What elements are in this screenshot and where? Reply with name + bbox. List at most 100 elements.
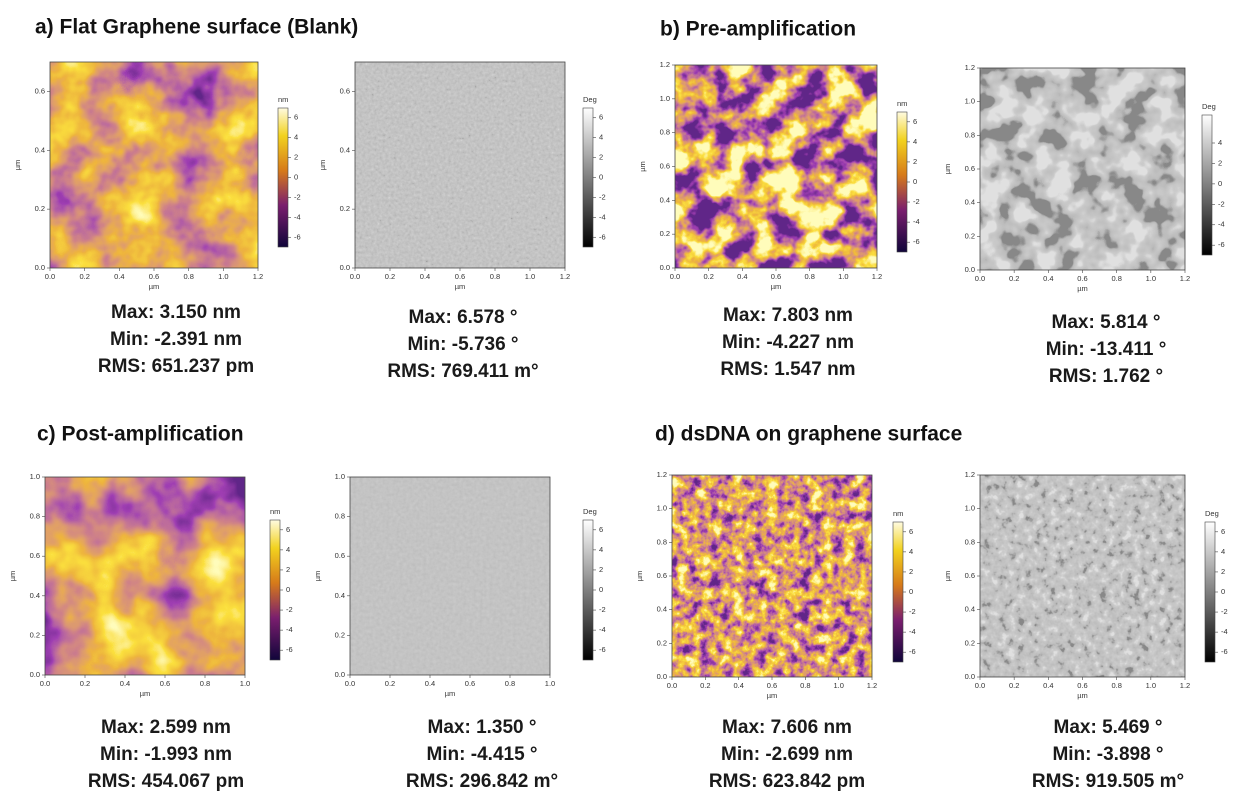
colorbar-tick-label: -4 bbox=[1218, 220, 1225, 229]
x-tick-label: 1.2 bbox=[867, 681, 877, 690]
x-tick-label: 0.6 bbox=[455, 272, 465, 281]
x-axis-unit: µm bbox=[445, 689, 456, 698]
colorbar-tick-label: 2 bbox=[599, 153, 603, 162]
colorbar-tick-label: 4 bbox=[294, 133, 298, 142]
y-tick-label: 0.0 bbox=[30, 670, 40, 679]
y-tick-label: 0.4 bbox=[340, 145, 350, 154]
x-tick-label: 1.2 bbox=[560, 272, 570, 281]
x-tick-label: 0.2 bbox=[79, 272, 89, 281]
afm-map bbox=[672, 475, 872, 677]
y-tick-label: 0.2 bbox=[335, 630, 345, 639]
y-tick-label: 0.2 bbox=[30, 630, 40, 639]
stat-line: RMS: 623.842 pm bbox=[709, 771, 865, 792]
y-tick-label: 0.6 bbox=[30, 551, 40, 560]
x-tick-label: 0.2 bbox=[80, 679, 90, 688]
x-axis-unit: µm bbox=[767, 691, 778, 700]
colorbar-tick-label: -2 bbox=[1221, 607, 1228, 616]
y-tick-label: 1.0 bbox=[30, 472, 40, 481]
y-tick-label: 1.0 bbox=[965, 504, 975, 513]
colorbar-tick-label: 2 bbox=[286, 565, 290, 574]
panel-title: d) dsDNA on graphene surface bbox=[655, 423, 962, 446]
y-tick-label: 0.4 bbox=[965, 198, 975, 207]
stat-line: RMS: 454.067 pm bbox=[88, 771, 244, 792]
colorbar-tick-label: 4 bbox=[599, 545, 603, 554]
y-tick-label: 1.2 bbox=[657, 470, 667, 479]
y-tick-label: 0.6 bbox=[335, 551, 345, 560]
colorbar-tick-label: 4 bbox=[909, 547, 913, 556]
stat-line: Min: -2.699 nm bbox=[721, 744, 853, 765]
x-tick-label: 1.2 bbox=[872, 272, 882, 281]
y-tick-label: 0.6 bbox=[35, 86, 45, 95]
y-tick-label: 0.0 bbox=[335, 670, 345, 679]
colorbar-tick-label: 2 bbox=[599, 565, 603, 574]
y-tick-label: 0.4 bbox=[35, 145, 45, 154]
x-tick-label: 0.8 bbox=[183, 272, 193, 281]
stat-line: Min: -5.736 ° bbox=[407, 334, 518, 355]
y-axis-unit: µm bbox=[943, 571, 952, 582]
y-tick-label: 0.6 bbox=[660, 161, 670, 170]
figure: a) Flat Graphene surface (Blank)0.00.20.… bbox=[0, 0, 1237, 792]
colorbar-tick-label: 2 bbox=[294, 153, 298, 162]
colorbar-tick-label: -4 bbox=[294, 212, 301, 221]
colorbar-tick-label: 6 bbox=[913, 117, 917, 126]
colorbar-tick-label: 6 bbox=[1221, 527, 1225, 536]
x-tick-label: 0.6 bbox=[1077, 274, 1087, 283]
x-tick-label: 0.0 bbox=[40, 679, 50, 688]
y-tick-label: 0.0 bbox=[965, 672, 975, 681]
colorbar-tick-label: 6 bbox=[599, 113, 603, 122]
y-axis-unit: µm bbox=[943, 164, 952, 175]
x-axis-unit: µm bbox=[1077, 691, 1088, 700]
y-tick-label: 0.0 bbox=[35, 263, 45, 272]
x-tick-label: 0.6 bbox=[771, 272, 781, 281]
stat-line: RMS: 1.762 ° bbox=[1049, 366, 1163, 387]
x-tick-label: 0.2 bbox=[700, 681, 710, 690]
colorbar-tick-label: -2 bbox=[909, 607, 916, 616]
panel-title: c) Post-amplification bbox=[37, 423, 244, 446]
colorbar-tick-label: -2 bbox=[913, 197, 920, 206]
x-tick-label: 0.4 bbox=[420, 272, 430, 281]
y-axis-unit: µm bbox=[635, 571, 644, 582]
colorbar-tick-label: -4 bbox=[286, 625, 293, 634]
y-axis-unit: µm bbox=[318, 160, 327, 171]
colorbar-tick-label: 2 bbox=[913, 157, 917, 166]
y-tick-label: 0.8 bbox=[965, 130, 975, 139]
y-axis-unit: µm bbox=[8, 571, 17, 582]
colorbar-tick-label: 0 bbox=[294, 172, 298, 181]
y-tick-label: 1.0 bbox=[335, 472, 345, 481]
colorbar-tick-label: -2 bbox=[294, 192, 301, 201]
x-tick-label: 0.0 bbox=[670, 272, 680, 281]
afm-map bbox=[355, 62, 565, 268]
y-axis-unit: µm bbox=[13, 160, 22, 171]
x-tick-label: 0.4 bbox=[114, 272, 124, 281]
x-axis-unit: µm bbox=[1077, 284, 1088, 293]
y-tick-label: 0.0 bbox=[660, 263, 670, 272]
x-tick-label: 0.2 bbox=[1009, 681, 1019, 690]
x-tick-label: 1.0 bbox=[1146, 274, 1156, 283]
afm-map bbox=[675, 65, 877, 268]
colorbar bbox=[583, 520, 593, 660]
x-tick-label: 0.0 bbox=[45, 272, 55, 281]
colorbar-tick-label: -6 bbox=[599, 232, 606, 241]
x-tick-label: 1.2 bbox=[1180, 274, 1190, 283]
colorbar-tick-label: 2 bbox=[1218, 158, 1222, 167]
colorbar-tick-label: 4 bbox=[1218, 138, 1222, 147]
colorbar-tick-label: 4 bbox=[913, 137, 917, 146]
y-tick-label: 0.0 bbox=[965, 265, 975, 274]
colorbar bbox=[893, 522, 903, 662]
y-tick-label: 0.6 bbox=[965, 164, 975, 173]
y-tick-label: 0.4 bbox=[660, 195, 670, 204]
stat-line: Min: -2.391 nm bbox=[110, 329, 242, 350]
x-tick-label: 0.4 bbox=[120, 679, 130, 688]
colorbar-unit: Deg bbox=[583, 507, 597, 516]
colorbar-tick-label: -4 bbox=[913, 217, 920, 226]
colorbar bbox=[270, 520, 280, 660]
y-tick-label: 0.6 bbox=[965, 571, 975, 580]
stat-line: Max: 7.606 nm bbox=[722, 717, 852, 738]
afm-map bbox=[50, 62, 258, 268]
colorbar-tick-label: 0 bbox=[1218, 179, 1222, 188]
